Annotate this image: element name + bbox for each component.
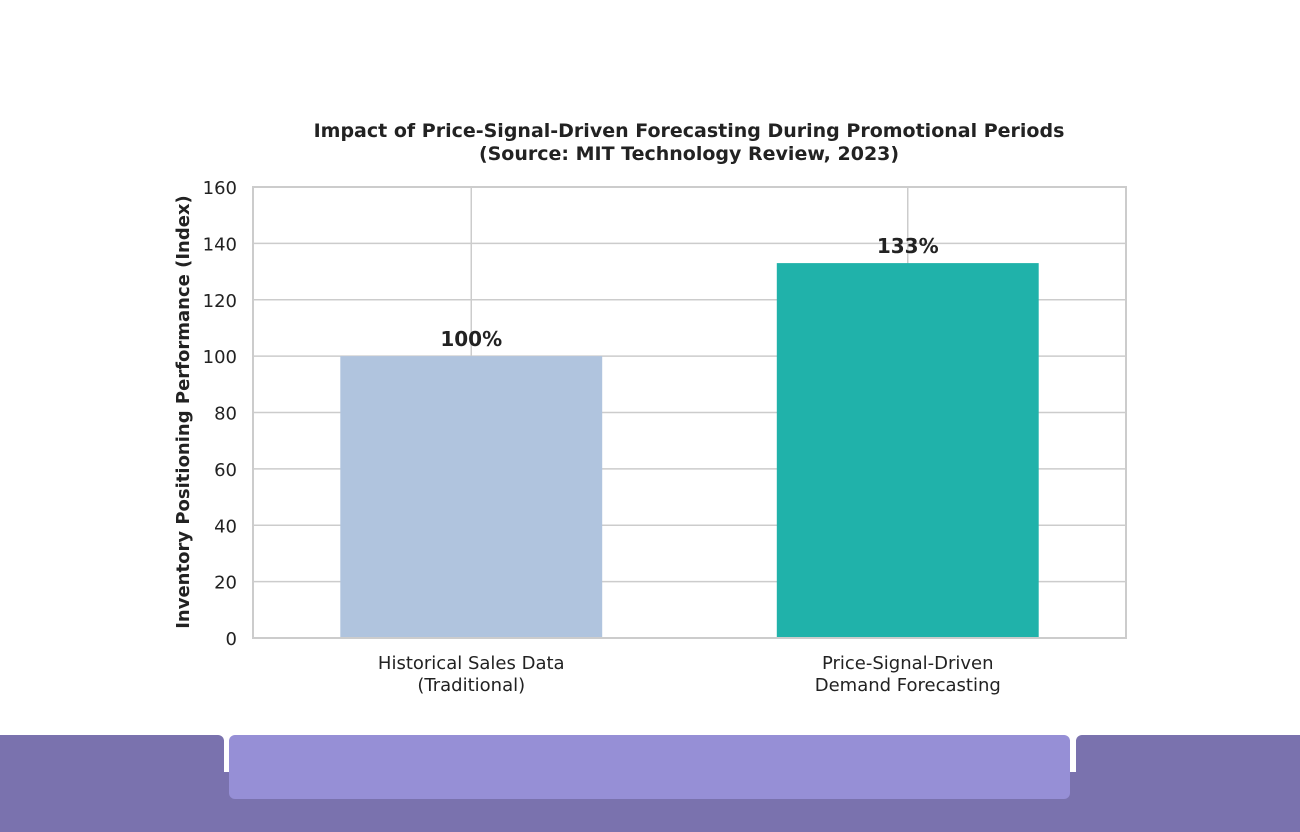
bar — [776, 263, 1039, 638]
y-tick-label: 20 — [214, 573, 237, 594]
y-tick-label: 60 — [214, 460, 237, 481]
axes: 0 20 40 60 80 100 120 140 160 Historical Sales Da… — [203, 178, 1127, 696]
y-tick-label: 140 — [203, 234, 237, 255]
bars: 100% 133% — [340, 234, 1039, 638]
y-tick-label: 80 — [214, 404, 237, 425]
x-tick-label: Price-Signal-Driven — [822, 653, 994, 674]
y-tick-label: 160 — [203, 178, 237, 199]
x-tick-label: Historical Sales Data — [378, 653, 565, 674]
bar — [340, 356, 603, 638]
x-tick-label: Demand Forecasting — [815, 675, 1001, 696]
plot-frame — [252, 186, 1127, 639]
chart-title: Impact of Price-Signal-Driven Forecastin… — [314, 120, 1065, 142]
chart-subtitle: (Source: MIT Technology Review, 2023) — [479, 143, 899, 165]
data-label: 133% — [877, 234, 939, 258]
y-axis-label: Inventory Positioning Performance (Index… — [173, 195, 194, 629]
y-tick-label: 0 — [226, 629, 237, 650]
data-label: 100% — [440, 327, 502, 351]
footer-left-tab — [0, 735, 224, 772]
footer-right-tab — [1076, 735, 1300, 772]
y-tick-label: 100 — [203, 347, 237, 368]
y-tick-label: 40 — [214, 516, 237, 537]
footer-center-panel — [229, 735, 1070, 799]
x-tick-label: (Traditional) — [417, 675, 525, 696]
y-tick-label: 120 — [203, 291, 237, 312]
